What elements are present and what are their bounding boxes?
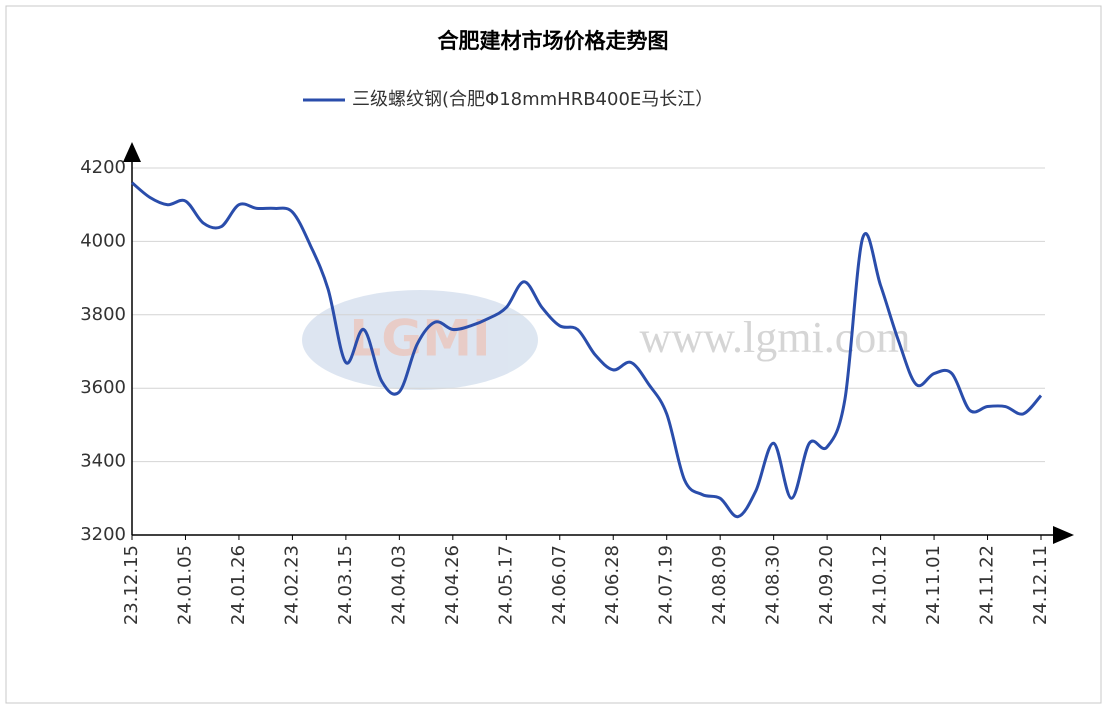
x-tick-label: 24.09.20 (816, 545, 837, 625)
x-tick-label: 24.06.28 (602, 545, 623, 625)
x-tick-label: 24.01.26 (228, 545, 249, 625)
x-tick-label: 24.03.15 (335, 545, 356, 625)
x-axis-arrow (1053, 526, 1074, 544)
x-tick-label: 24.11.01 (923, 545, 944, 625)
y-tick-label: 4200 (80, 157, 126, 178)
x-tick-label: 24.07.19 (656, 545, 677, 625)
x-tick-label: 24.12.11 (1030, 545, 1051, 625)
y-tick-label: 3400 (80, 451, 126, 472)
x-tick-label: 24.11.22 (977, 545, 998, 625)
x-tick-label: 24.06.07 (549, 545, 570, 625)
legend-label: 三级螺纹钢(合肥Φ18mmHRB400E马长江） (352, 89, 713, 110)
y-tick-label: 4000 (80, 230, 126, 251)
series-line (131, 181, 1043, 519)
chart-title: 合肥建材市场价格走势图 (438, 29, 669, 53)
y-tick-label: 3600 (80, 377, 126, 398)
watermark-url: www.lgmi.com (640, 313, 911, 362)
y-tick-label: 3200 (80, 524, 126, 545)
x-tick-label: 24.05.17 (495, 545, 516, 625)
x-tick-label: 24.01.05 (174, 545, 195, 625)
y-tick-label: 3800 (80, 304, 126, 325)
x-tick-label: 23.12.15 (121, 545, 142, 625)
y-axis-arrow (123, 142, 141, 162)
x-tick-label: 24.10.12 (870, 545, 891, 625)
x-tick-label: 24.08.09 (709, 545, 730, 625)
frame (5, 5, 1102, 704)
x-tick-label: 24.04.26 (442, 545, 463, 625)
x-tick-label: 24.02.23 (281, 545, 302, 625)
x-tick-label: 24.04.03 (388, 545, 409, 625)
x-tick-label: 24.08.30 (763, 545, 784, 625)
